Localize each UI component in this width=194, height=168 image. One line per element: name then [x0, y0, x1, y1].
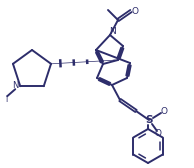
Text: S: S	[145, 115, 153, 125]
Text: O: O	[132, 7, 139, 15]
Text: O: O	[154, 130, 161, 138]
Text: O: O	[160, 108, 167, 116]
Text: N: N	[109, 27, 115, 35]
Text: I: I	[5, 95, 7, 104]
Text: N: N	[12, 81, 18, 90]
